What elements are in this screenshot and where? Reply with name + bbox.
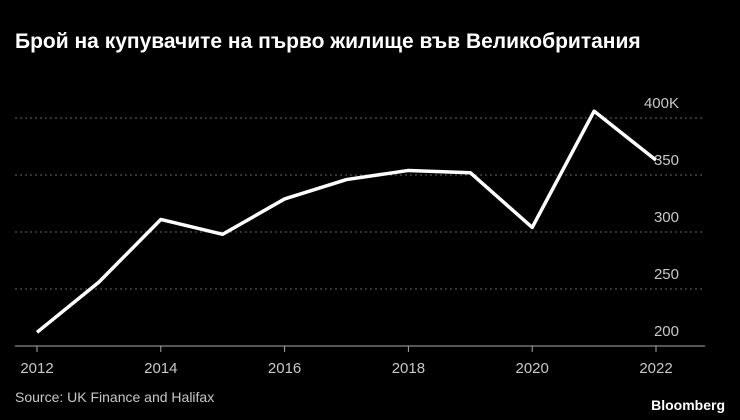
source: Source: UK Finance and Halifax [15,389,214,405]
y-tick-label: 350 [654,152,679,169]
y-tick-label: 200 [654,323,679,340]
x-tick-label: 2014 [144,360,177,377]
line [35,109,658,334]
x-tick-label: 2016 [268,360,301,377]
y-tick-label: 300 [654,209,679,226]
brand: Bloomberg [651,397,725,413]
x-tick-label: 2012 [20,360,53,377]
y-tick-label: 250 [654,266,679,283]
x-tick-label: 2018 [392,360,425,377]
chart-title: Брой на купувачите на първо жилище във В… [15,30,641,53]
x-tick-label: 2022 [639,360,672,377]
y-tick-label: 400K [644,95,679,112]
x-tick-label: 2020 [516,360,549,377]
